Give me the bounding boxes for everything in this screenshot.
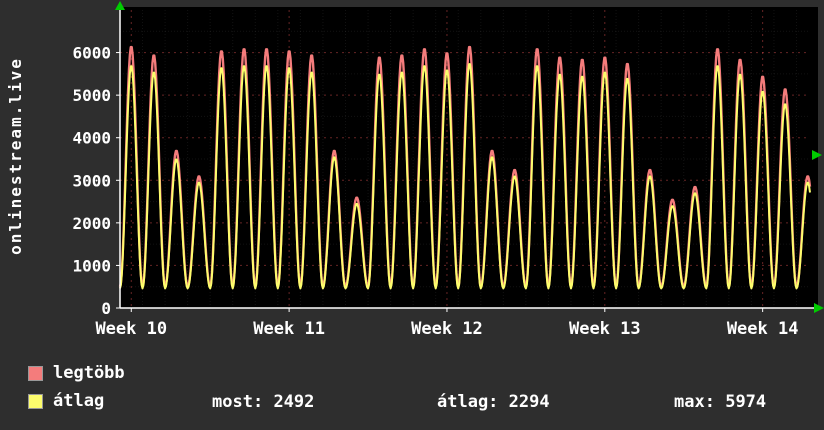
x-tick-label: Week 10 (95, 319, 167, 339)
x-tick-label: Week 13 (569, 319, 641, 339)
legtobb-label: legtöbb (53, 363, 125, 383)
x-tick-label: Week 11 (253, 319, 325, 339)
stat-max: max: 5974 (674, 392, 767, 412)
stat-most: most: 2492 (212, 392, 315, 412)
viewers-chart: 0 1000 2000 3000 4000 5000 6000 Week 10 Week 11 W… (72, 1, 824, 339)
atlag-label: átlag (53, 391, 105, 411)
vertical-axis-title: onlinestream.live (6, 57, 25, 255)
x-tick-label: Week 12 (411, 319, 483, 339)
y-tick-label: 1000 (72, 256, 111, 275)
y-tick-label: 4000 (72, 129, 111, 148)
stat-atlag: átlag: 2294 (437, 392, 550, 412)
y-tick-label: 6000 (72, 44, 111, 63)
legend-row-legtobb: legtöbb (28, 363, 125, 383)
y-tick-label: 3000 (72, 171, 111, 190)
legend-row-atlag: átlag (28, 391, 105, 411)
legtobb-swatch-icon (28, 365, 43, 381)
x-tick-label: Week 14 (727, 319, 799, 339)
x-axis-arrow-icon (814, 303, 824, 313)
y-axis-arrow-icon (115, 1, 125, 10)
right-edge-marker-icon (812, 150, 822, 160)
atlag-swatch-icon (28, 393, 43, 409)
y-tick-label: 0 (101, 299, 111, 318)
series-line-atlag (119, 63, 811, 290)
y-tick-label: 2000 (72, 214, 111, 233)
y-tick-label: 5000 (72, 86, 111, 105)
